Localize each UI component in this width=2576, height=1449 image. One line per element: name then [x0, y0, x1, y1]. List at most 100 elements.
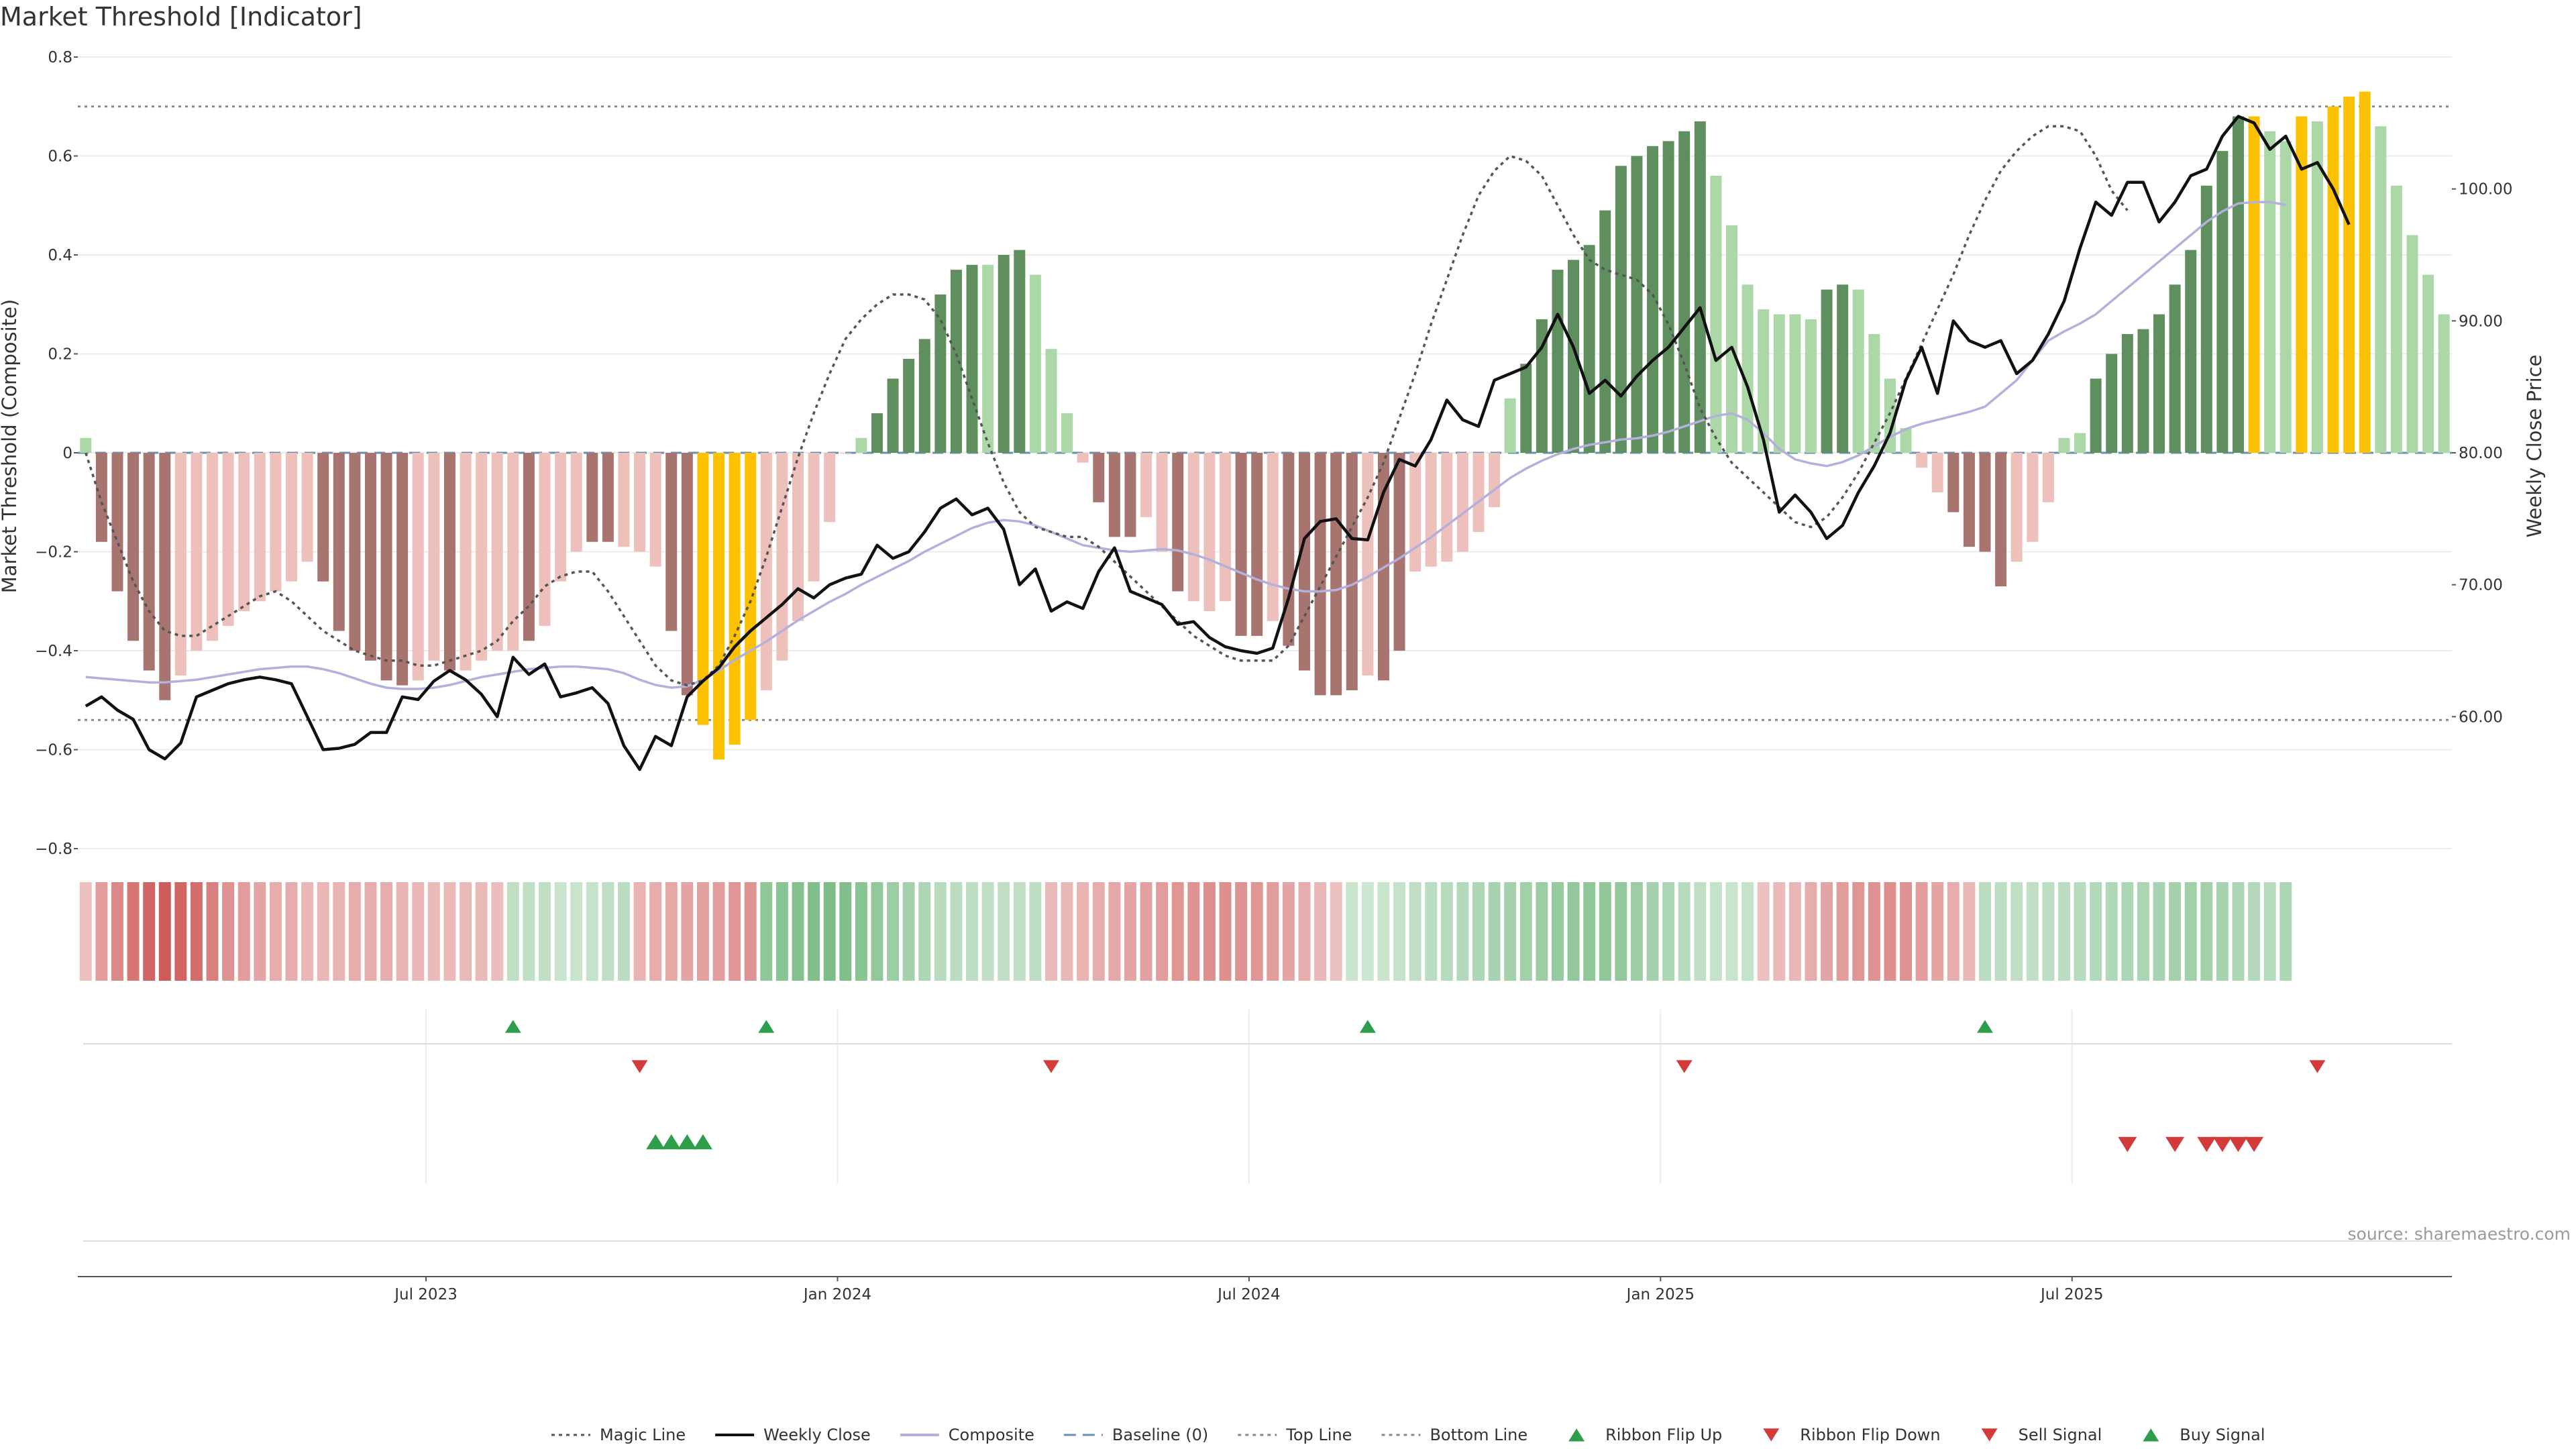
ribbon-cell-53 [918, 882, 931, 981]
ribbon-cell-62 [1061, 882, 1073, 981]
ribbon-flip-down-marker-2 [1676, 1060, 1693, 1073]
legend-label-6: Ribbon Flip Up [1605, 1426, 1722, 1444]
ribbon-cell-97 [1615, 882, 1627, 981]
ribbon-cell-47 [823, 882, 836, 981]
bar-21 [412, 453, 424, 681]
bar-123 [2027, 453, 2039, 542]
ribbon-cell-74 [1250, 882, 1263, 981]
ribbon-cell-139 [2279, 882, 2292, 981]
bar-89 [1489, 453, 1501, 508]
ribbon-cell-71 [1203, 882, 1216, 981]
ribbon-cell-113 [1868, 882, 1880, 981]
bar-102 [1694, 121, 1706, 453]
bar-124 [2042, 453, 2054, 502]
bar-101 [1678, 131, 1690, 453]
ribbon-cell-126 [2074, 882, 2086, 981]
bar-47 [824, 453, 836, 523]
bar-141 [2311, 121, 2323, 453]
bar-62 [1061, 413, 1073, 453]
bar-77 [1298, 453, 1310, 671]
sell-signal-marker-5 [2245, 1136, 2264, 1152]
bar-12 [270, 453, 282, 592]
threshold-lines [78, 105, 2452, 721]
bar-98 [1631, 156, 1643, 453]
ribbon-cell-60 [1029, 882, 1042, 981]
ribbon-cell-12 [269, 882, 282, 981]
ribbon-cell-123 [2026, 882, 2039, 981]
bar-120 [1979, 453, 1991, 552]
bar-10 [238, 453, 250, 611]
bar-70 [1187, 453, 1199, 602]
ribbon-cell-133 [2184, 882, 2197, 981]
legend-swatch-6 [1568, 1428, 1585, 1442]
bar-111 [1837, 284, 1849, 453]
ribbon-cell-80 [1346, 882, 1358, 981]
bar-14 [301, 453, 313, 562]
ribbon-cell-101 [1678, 882, 1690, 981]
bar-42 [745, 453, 757, 720]
ribbon-cell-7 [190, 882, 203, 981]
bar-17 [349, 453, 361, 651]
bar-135 [2216, 151, 2229, 453]
ribbon-cell-55 [950, 882, 963, 981]
bar-55 [950, 270, 962, 453]
y-left-tick-8: −0.8 [35, 841, 72, 858]
legend-item-5: Bottom Line [1381, 1426, 1527, 1444]
ribbon-cell-51 [887, 882, 900, 981]
bar-118 [1947, 453, 1960, 513]
sell-signal-marker-4 [2229, 1136, 2248, 1152]
chart-title: Market Threshold [Indicator] [0, 2, 362, 32]
legend-label-3: Baseline (0) [1112, 1426, 1208, 1444]
ribbon-cell-63 [1077, 882, 1089, 981]
signal-panels [83, 1020, 2452, 1242]
ribbon-cell-92 [1536, 882, 1548, 981]
ribbon-cell-65 [1108, 882, 1121, 981]
ribbon-cell-20 [396, 882, 409, 981]
bar-137 [2248, 116, 2260, 453]
legend-swatch-8 [1981, 1428, 1998, 1442]
legend-item-3: Baseline (0) [1063, 1426, 1208, 1444]
ribbon-cell-57 [981, 882, 994, 981]
ribbon-cell-87 [1456, 882, 1469, 981]
buy-signal-marker-3 [693, 1134, 712, 1150]
ribbon-cell-137 [2248, 882, 2261, 981]
bar-95 [1583, 245, 1595, 453]
bar-33 [602, 453, 614, 542]
ribbon-cell-39 [696, 882, 709, 981]
ribbon-flip-up-marker-3 [1976, 1020, 1993, 1033]
legend-item-1: Weekly Close [715, 1426, 871, 1444]
ribbon-flip-down-marker-1 [1042, 1060, 1059, 1073]
ribbon-cell-119 [1963, 882, 1976, 981]
ribbon-cell-35 [633, 882, 646, 981]
ribbon-cell-114 [1884, 882, 1896, 981]
bar-147 [2406, 235, 2418, 453]
ribbon-cell-40 [712, 882, 725, 981]
bar-72 [1220, 453, 1232, 602]
legend-swatch-7 [1763, 1428, 1780, 1442]
ribbon-cell-96 [1599, 882, 1611, 981]
bar-146 [2390, 185, 2402, 453]
bar-93 [1552, 270, 1564, 453]
bar-144 [2359, 91, 2371, 453]
bar-104 [1726, 225, 1737, 453]
bar-131 [2153, 314, 2165, 453]
ribbon-cell-2 [111, 882, 123, 981]
x-axis: Jul 2023 Jan 2024 Jul 2024 Jan 2025 Jul 2025 [78, 1276, 2452, 1303]
bar-56 [966, 264, 978, 453]
ribbon-cell-121 [1994, 882, 2007, 981]
ribbon-cell-58 [998, 882, 1010, 981]
bar-7 [191, 453, 203, 651]
bar-15 [317, 453, 329, 582]
ribbon-cell-98 [1630, 882, 1643, 981]
bar-143 [2343, 97, 2355, 453]
ribbon-cell-110 [1821, 882, 1833, 981]
bar-140 [2296, 116, 2308, 453]
y-right-tick-1: 90.00 [2459, 313, 2503, 330]
ribbon-cell-86 [1440, 882, 1453, 981]
bar-11 [254, 453, 266, 602]
bar-28 [523, 453, 535, 641]
ribbon-cell-49 [855, 882, 867, 981]
bar-80 [1346, 453, 1358, 690]
bar-139 [2279, 141, 2292, 453]
y-left-tick-3: 0.2 [48, 346, 72, 364]
